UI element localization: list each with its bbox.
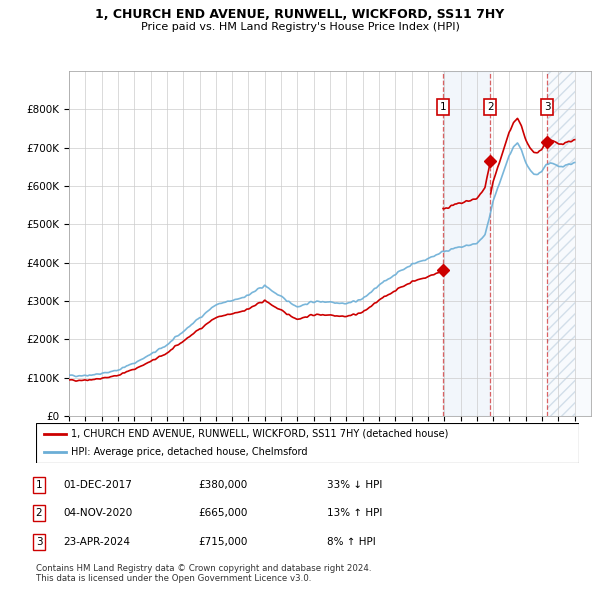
Text: 1: 1 (35, 480, 43, 490)
Text: 8% ↑ HPI: 8% ↑ HPI (327, 537, 376, 546)
Text: 1, CHURCH END AVENUE, RUNWELL, WICKFORD, SS11 7HY: 1, CHURCH END AVENUE, RUNWELL, WICKFORD,… (95, 8, 505, 21)
Text: 3: 3 (544, 102, 550, 112)
Text: £665,000: £665,000 (198, 509, 247, 518)
Bar (443, 71, 490, 416)
Text: 33% ↓ HPI: 33% ↓ HPI (327, 480, 382, 490)
Text: 04-NOV-2020: 04-NOV-2020 (63, 509, 132, 518)
Text: 23-APR-2024: 23-APR-2024 (63, 537, 130, 546)
Text: 2: 2 (35, 509, 43, 518)
Text: 2: 2 (487, 102, 494, 112)
Bar (547, 71, 575, 416)
Text: £380,000: £380,000 (198, 480, 247, 490)
FancyBboxPatch shape (36, 423, 579, 463)
Text: Price paid vs. HM Land Registry's House Price Index (HPI): Price paid vs. HM Land Registry's House … (140, 22, 460, 32)
Text: £715,000: £715,000 (198, 537, 247, 546)
Text: HPI: Average price, detached house, Chelmsford: HPI: Average price, detached house, Chel… (71, 447, 308, 457)
Text: 01-DEC-2017: 01-DEC-2017 (63, 480, 132, 490)
Text: 1: 1 (440, 102, 446, 112)
Bar (547, 71, 591, 416)
Text: 13% ↑ HPI: 13% ↑ HPI (327, 509, 382, 518)
Text: 1, CHURCH END AVENUE, RUNWELL, WICKFORD, SS11 7HY (detached house): 1, CHURCH END AVENUE, RUNWELL, WICKFORD,… (71, 429, 449, 439)
Text: 3: 3 (35, 537, 43, 546)
Text: Contains HM Land Registry data © Crown copyright and database right 2024.
This d: Contains HM Land Registry data © Crown c… (36, 563, 371, 583)
